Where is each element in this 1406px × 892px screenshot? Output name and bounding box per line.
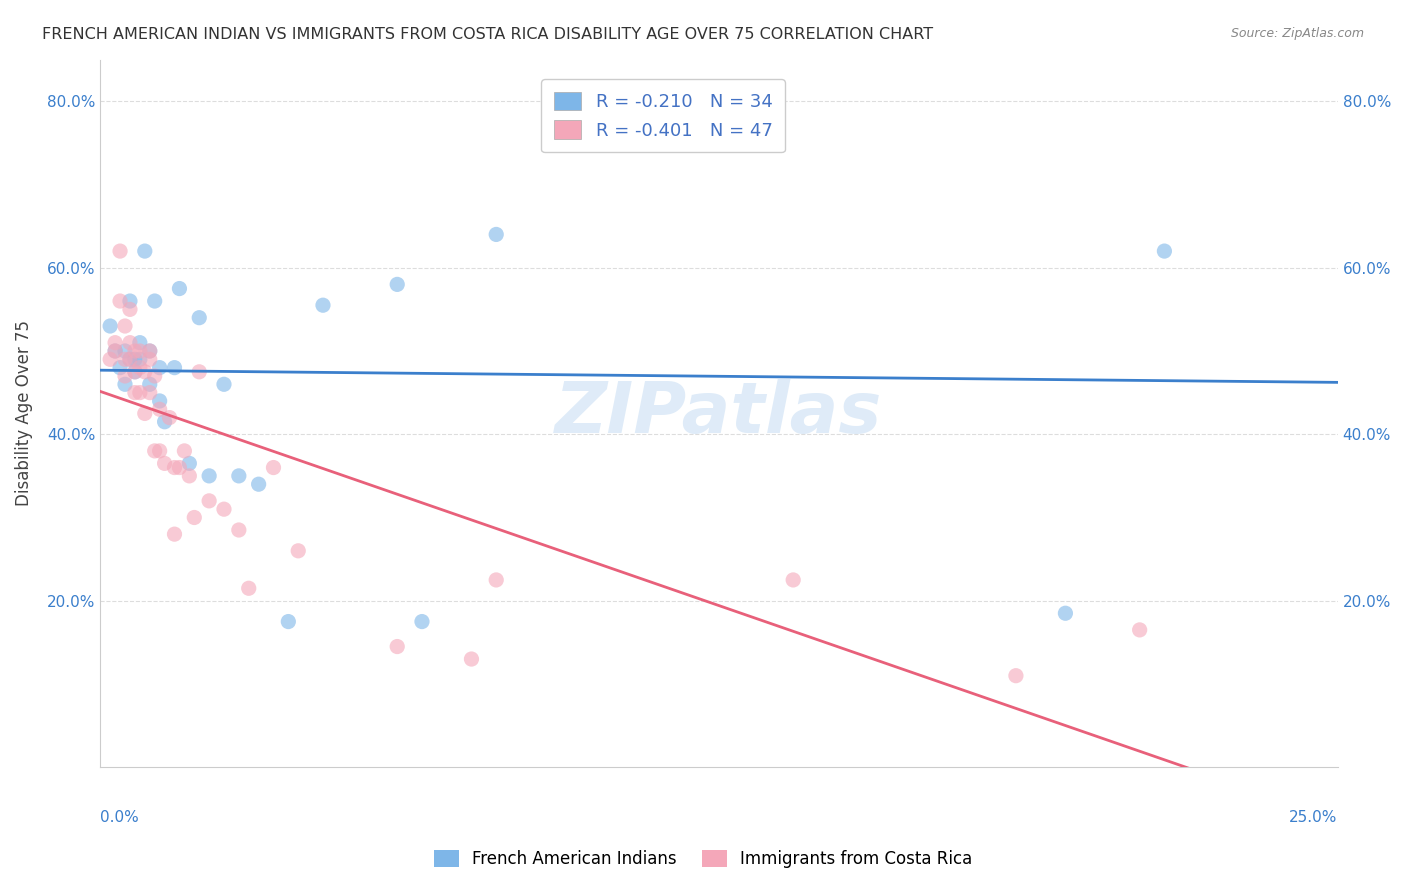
Point (143, 293, 166, 308)
Point (212, 377, 235, 392)
Point (104, 343, 127, 358)
Text: ZIPatlas: ZIPatlas (555, 379, 883, 448)
Point (114, 377, 136, 392)
Point (139, 343, 162, 358)
Point (149, 402, 172, 417)
Point (149, 443, 172, 458)
Point (198, 468, 221, 483)
Point (287, 543, 309, 558)
Point (124, 385, 146, 400)
Point (263, 460, 285, 475)
Point (134, 365, 156, 379)
Point (149, 360, 172, 375)
Point (104, 335, 127, 350)
Point (143, 368, 166, 383)
Point (228, 468, 250, 483)
Point (159, 410, 181, 425)
Text: 0.0%: 0.0% (100, 810, 139, 825)
Point (153, 456, 176, 470)
Point (634, 94, 657, 108)
Point (118, 302, 141, 317)
Point (169, 281, 191, 295)
Text: Source: ZipAtlas.com: Source: ZipAtlas.com (1230, 27, 1364, 40)
Point (179, 456, 201, 470)
Point (104, 343, 127, 358)
Point (485, 573, 508, 587)
Point (312, 298, 335, 312)
Point (124, 365, 146, 379)
Point (169, 460, 191, 475)
Point (118, 335, 141, 350)
Point (411, 615, 433, 629)
Point (98, 352, 121, 367)
Point (124, 343, 146, 358)
Point (98, 318, 121, 333)
Point (1005, 668, 1028, 682)
Y-axis label: Disability Age Over 75: Disability Age Over 75 (15, 320, 32, 507)
Point (163, 460, 186, 475)
Point (108, 360, 131, 375)
Point (212, 502, 235, 516)
Point (198, 493, 221, 508)
Point (188, 310, 211, 325)
Point (124, 352, 146, 367)
Point (1129, 623, 1152, 637)
Point (114, 343, 136, 358)
Point (277, 615, 299, 629)
Point (114, 352, 136, 367)
Point (183, 510, 205, 524)
Point (139, 352, 162, 367)
Point (124, 365, 146, 379)
Point (1054, 606, 1077, 620)
Point (163, 360, 186, 375)
Point (118, 293, 141, 308)
Point (149, 393, 172, 408)
Point (228, 523, 250, 537)
Point (188, 365, 211, 379)
Point (139, 343, 162, 358)
Point (118, 352, 141, 367)
Point (782, 573, 804, 587)
Text: 25.0%: 25.0% (1289, 810, 1337, 825)
Point (134, 244, 156, 258)
Legend: R = -0.210   N = 34, R = -0.401   N = 47: R = -0.210 N = 34, R = -0.401 N = 47 (541, 79, 785, 153)
Point (179, 468, 201, 483)
Point (143, 443, 166, 458)
Point (114, 318, 136, 333)
Point (387, 640, 409, 654)
Point (108, 293, 131, 308)
Legend: French American Indians, Immigrants from Costa Rica: French American Indians, Immigrants from… (427, 843, 979, 875)
Point (108, 244, 131, 258)
Point (238, 581, 260, 595)
Point (485, 227, 508, 242)
Point (118, 352, 141, 367)
Point (128, 335, 150, 350)
Point (1153, 244, 1175, 258)
Point (134, 406, 156, 420)
Point (128, 360, 150, 375)
Point (387, 277, 409, 292)
Point (139, 385, 162, 400)
Point (247, 477, 270, 491)
Point (128, 343, 150, 358)
Point (460, 652, 482, 666)
Point (139, 377, 162, 392)
Point (173, 443, 195, 458)
Point (153, 415, 176, 429)
Point (163, 527, 186, 541)
Point (128, 385, 150, 400)
Text: FRENCH AMERICAN INDIAN VS IMMIGRANTS FROM COSTA RICA DISABILITY AGE OVER 75 CORR: FRENCH AMERICAN INDIAN VS IMMIGRANTS FRO… (42, 27, 934, 42)
Point (128, 352, 150, 367)
Point (114, 368, 136, 383)
